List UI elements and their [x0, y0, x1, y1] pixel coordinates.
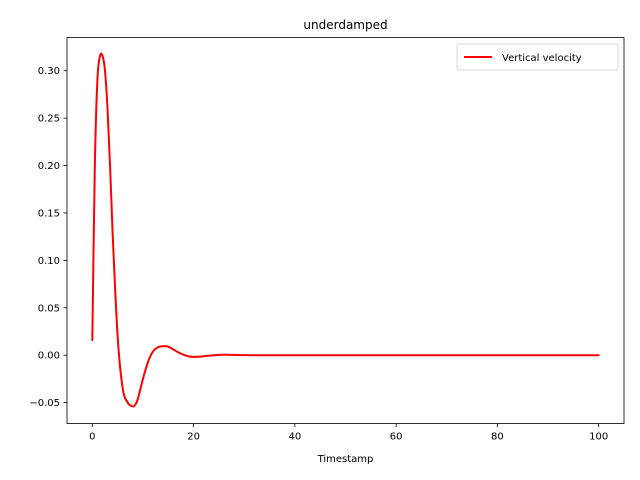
y-tick-label: 0.25: [38, 114, 60, 125]
x-tick-label: 40: [288, 432, 301, 443]
x-axis-ticks: 0 20 40 60 80 100: [89, 423, 608, 443]
y-tick-label: 0.00: [38, 351, 60, 362]
chart-title: underdamped: [303, 18, 387, 32]
y-tick-label: −0.05: [29, 398, 60, 409]
x-tick-label: 100: [589, 432, 608, 443]
legend-label-vertical-velocity: Vertical velocity: [502, 53, 582, 64]
plot-area: 0 20 40 60 80 100 −0.05 0.00 0.05 0.10 0.15 0.20 0.…: [29, 37, 625, 443]
series-line-vertical-velocity: [91, 52, 600, 408]
legend: Vertical velocity: [456, 43, 619, 71]
x-tick-label: 0: [89, 432, 95, 443]
y-tick-label: 0.20: [38, 161, 60, 172]
y-axis-ticks: −0.05 0.00 0.05 0.10 0.15 0.20 0.25 0.30: [29, 66, 67, 409]
y-tick-label: 0.10: [38, 256, 60, 267]
y-tick-label: 0.30: [38, 66, 60, 77]
plot-frame: [66, 37, 625, 424]
x-tick-label: 20: [187, 432, 200, 443]
x-tick-label: 80: [491, 432, 504, 443]
legend-box: [456, 43, 619, 71]
x-tick-label: 60: [390, 432, 403, 443]
y-tick-label: 0.05: [38, 303, 60, 314]
y-tick-label: 0.15: [38, 208, 60, 219]
x-axis-label: Timestamp: [317, 454, 374, 465]
